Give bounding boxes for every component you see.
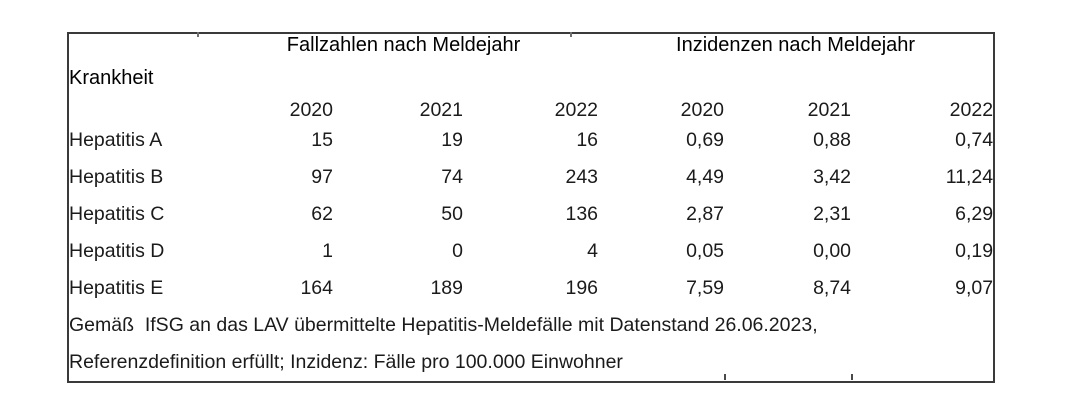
value-cell: 0,69 <box>686 129 725 151</box>
value-cell: 196 <box>565 277 599 299</box>
value-cell: 9,07 <box>955 277 994 299</box>
value-cell: 3,42 <box>813 166 852 188</box>
disease-name: Hepatitis C <box>69 203 165 225</box>
year-header-inz-2022: 2022 <box>949 99 994 121</box>
cell-border-artifact <box>570 32 572 37</box>
value-cell: 62 <box>311 203 333 225</box>
value-cell: 50 <box>441 203 463 225</box>
footnote-line-1: Gemäß IfSG an das LAV übermittelte Hepat… <box>69 314 818 336</box>
value-cell: 8,74 <box>813 277 852 299</box>
table-row-hepatitis-b: Hepatitis B 97 74 243 4,49 3,42 11,24 <box>69 159 993 196</box>
disease-name: Hepatitis D <box>69 240 165 262</box>
year-header-inz-2021: 2021 <box>807 99 852 121</box>
hepatitis-statistics-table: Krankheit Fallzahlen nach Meldejahr Inzi… <box>67 32 995 383</box>
value-cell: 164 <box>300 277 333 299</box>
value-cell: 0 <box>452 240 463 262</box>
year-header-fall-2022: 2022 <box>554 99 599 121</box>
group-header-fallzahlen: Fallzahlen nach Meldejahr <box>286 34 521 56</box>
value-cell: 189 <box>430 277 463 299</box>
year-header-fall-2021: 2021 <box>419 99 463 121</box>
value-cell: 15 <box>311 129 333 151</box>
year-header-fall-2020: 2020 <box>289 99 333 121</box>
value-cell: 6,29 <box>955 203 994 225</box>
value-cell: 0,05 <box>686 240 725 262</box>
group-header-inzidenzen: Inzidenzen nach Meldejahr <box>676 34 916 56</box>
cell-border-artifact <box>197 32 199 37</box>
column-header-krankheit: Krankheit <box>69 66 154 89</box>
value-cell: 1 <box>322 240 333 262</box>
table-row-hepatitis-a: Hepatitis A 15 19 16 0,69 0,88 0,74 <box>69 122 993 159</box>
value-cell: 97 <box>311 166 333 188</box>
value-cell: 243 <box>565 166 599 188</box>
footnote-line-2: Referenzdefinition erfüllt; Inzidenz: Fä… <box>69 351 623 373</box>
value-cell: 136 <box>565 203 599 225</box>
cell-border-artifact <box>724 374 726 380</box>
value-cell: 19 <box>441 129 463 151</box>
disease-name: Hepatitis E <box>69 277 164 299</box>
results-table: Krankheit Fallzahlen nach Meldejahr Inzi… <box>69 34 993 381</box>
value-cell: 0,88 <box>813 129 852 151</box>
value-cell: 4 <box>587 240 599 262</box>
value-cell: 7,59 <box>686 277 725 299</box>
value-cell: 16 <box>576 129 599 151</box>
disease-name: Hepatitis A <box>69 129 163 151</box>
value-cell: 74 <box>441 166 463 188</box>
cell-border-artifact <box>851 374 853 380</box>
value-cell: 2,31 <box>813 203 852 225</box>
table-row-hepatitis-c: Hepatitis C 62 50 136 2,87 2,31 6,29 <box>69 196 993 233</box>
value-cell: 4,49 <box>686 166 725 188</box>
value-cell: 11,24 <box>945 166 994 188</box>
value-cell: 2,87 <box>686 203 725 225</box>
value-cell: 0,19 <box>955 240 994 262</box>
disease-name: Hepatitis B <box>69 166 164 188</box>
table-row-hepatitis-e: Hepatitis E 164 189 196 7,59 8,74 9,07 <box>69 270 993 307</box>
table-footnote-row: Gemäß IfSG an das LAV übermittelte Hepat… <box>69 307 993 381</box>
value-cell: 0,74 <box>955 129 994 151</box>
value-cell: 0,00 <box>813 240 852 262</box>
year-header-inz-2020: 2020 <box>680 99 725 121</box>
table-row-hepatitis-d: Hepatitis D 1 0 4 0,05 0,00 0,19 <box>69 233 993 270</box>
